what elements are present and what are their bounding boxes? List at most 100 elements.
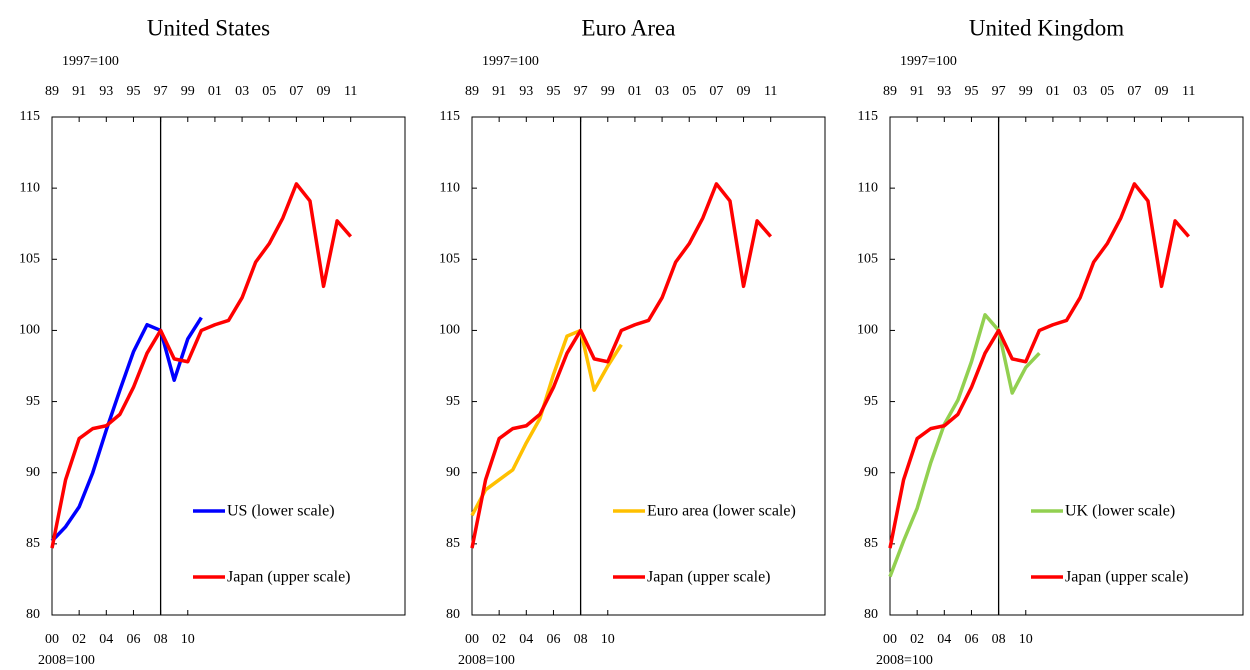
x-tick-label: 02 <box>72 632 86 647</box>
y-tick-label: 85 <box>26 536 40 551</box>
y-tick-label: 105 <box>439 252 460 267</box>
x2-tick-label: 03 <box>655 84 669 99</box>
x2-tick-label: 93 <box>519 84 533 99</box>
x2-tick-label: 11 <box>764 84 777 99</box>
legend-label: Japan (upper scale) <box>647 569 771 586</box>
y-tick-label: 90 <box>864 465 878 480</box>
x2-tick-label: 03 <box>1073 84 1087 99</box>
x-tick-label: 00 <box>465 632 479 647</box>
plot-frame <box>889 116 1244 616</box>
series-line <box>470 328 623 517</box>
x2-axis-label: 1997=100 <box>482 54 539 69</box>
x2-tick-label: 95 <box>964 84 978 99</box>
x2-tick-label: 09 <box>317 84 331 99</box>
x-tick-label: 00 <box>45 632 59 647</box>
y-tick-label: 95 <box>446 394 460 409</box>
x-tick-label: 02 <box>910 632 924 647</box>
y-tick-label: 115 <box>20 109 40 124</box>
y-tick-label: 110 <box>20 180 40 195</box>
y-tick-label: 80 <box>446 607 460 622</box>
x2-tick-label: 97 <box>992 84 1006 99</box>
x2-tick-label: 95 <box>126 84 140 99</box>
plot-frame <box>471 116 826 616</box>
chart-title: United States <box>147 15 270 40</box>
x2-tick-label: 91 <box>910 84 924 99</box>
x-tick-label: 06 <box>546 632 560 647</box>
x-tick-label: 00 <box>883 632 897 647</box>
x-tick-label: 10 <box>601 632 615 647</box>
x2-tick-label: 11 <box>1182 84 1195 99</box>
y-tick-label: 85 <box>864 536 878 551</box>
x2-tick-label: 09 <box>737 84 751 99</box>
x2-tick-label: 07 <box>1127 84 1141 99</box>
x2-tick-label: 89 <box>465 84 479 99</box>
x2-tick-label: 97 <box>574 84 588 99</box>
legend-label: Japan (upper scale) <box>227 569 351 586</box>
y-tick-label: 80 <box>864 607 878 622</box>
x2-tick-label: 91 <box>72 84 86 99</box>
x-tick-label: 06 <box>126 632 140 647</box>
y-tick-label: 95 <box>26 394 40 409</box>
chart-title: Euro Area <box>582 15 676 40</box>
y-tick-label: 100 <box>19 323 40 338</box>
x2-tick-label: 05 <box>262 84 276 99</box>
x2-tick-label: 99 <box>601 84 615 99</box>
x-axis-label: 2008=100 <box>876 653 933 668</box>
x2-tick-label: 95 <box>546 84 560 99</box>
plot-frame <box>51 116 406 616</box>
x2-tick-label: 01 <box>1046 84 1060 99</box>
x-tick-label: 04 <box>519 632 533 647</box>
chart-title: United Kingdom <box>969 15 1124 40</box>
x-tick-label: 08 <box>992 632 1006 647</box>
x2-tick-label: 01 <box>628 84 642 99</box>
x2-axis-label: 1997=100 <box>900 54 957 69</box>
y-tick-label: 95 <box>864 394 878 409</box>
x-axis-label: 2008=100 <box>458 653 515 668</box>
y-tick-label: 85 <box>446 536 460 551</box>
x2-tick-label: 91 <box>492 84 506 99</box>
y-tick-label: 90 <box>446 465 460 480</box>
x2-tick-label: 99 <box>1019 84 1033 99</box>
x2-tick-label: 11 <box>344 84 357 99</box>
x2-tick-label: 03 <box>235 84 249 99</box>
y-tick-label: 100 <box>439 323 460 338</box>
x-tick-label: 10 <box>181 632 195 647</box>
x-tick-label: 06 <box>964 632 978 647</box>
series-line <box>888 313 1041 578</box>
series-line <box>470 182 773 549</box>
legend-label: Japan (upper scale) <box>1065 569 1189 586</box>
legend-label: Euro area (lower scale) <box>647 503 796 520</box>
y-tick-label: 115 <box>858 109 878 124</box>
x-tick-label: 10 <box>1019 632 1033 647</box>
y-tick-label: 105 <box>857 252 878 267</box>
x2-tick-label: 89 <box>883 84 897 99</box>
series-line <box>50 182 353 549</box>
x2-tick-label: 99 <box>181 84 195 99</box>
x2-tick-label: 09 <box>1155 84 1169 99</box>
x-tick-label: 08 <box>574 632 588 647</box>
y-tick-label: 100 <box>857 323 878 338</box>
x2-tick-label: 93 <box>937 84 951 99</box>
y-tick-label: 90 <box>26 465 40 480</box>
y-tick-label: 110 <box>440 180 460 195</box>
x2-tick-label: 07 <box>289 84 303 99</box>
x-tick-label: 08 <box>154 632 168 647</box>
x2-tick-label: 05 <box>682 84 696 99</box>
y-tick-label: 115 <box>440 109 460 124</box>
x2-tick-label: 89 <box>45 84 59 99</box>
x-tick-label: 04 <box>99 632 113 647</box>
x2-axis-label: 1997=100 <box>62 54 119 69</box>
series-line <box>50 316 203 543</box>
x-tick-label: 02 <box>492 632 506 647</box>
x-tick-label: 04 <box>937 632 951 647</box>
x-axis-label: 2008=100 <box>38 653 95 668</box>
x2-tick-label: 05 <box>1100 84 1114 99</box>
x2-tick-label: 97 <box>154 84 168 99</box>
series-line <box>888 182 1191 549</box>
y-tick-label: 110 <box>858 180 878 195</box>
legend-label: US (lower scale) <box>227 503 335 520</box>
legend-label: UK (lower scale) <box>1065 503 1175 520</box>
y-tick-label: 105 <box>19 252 40 267</box>
x2-tick-label: 07 <box>709 84 723 99</box>
